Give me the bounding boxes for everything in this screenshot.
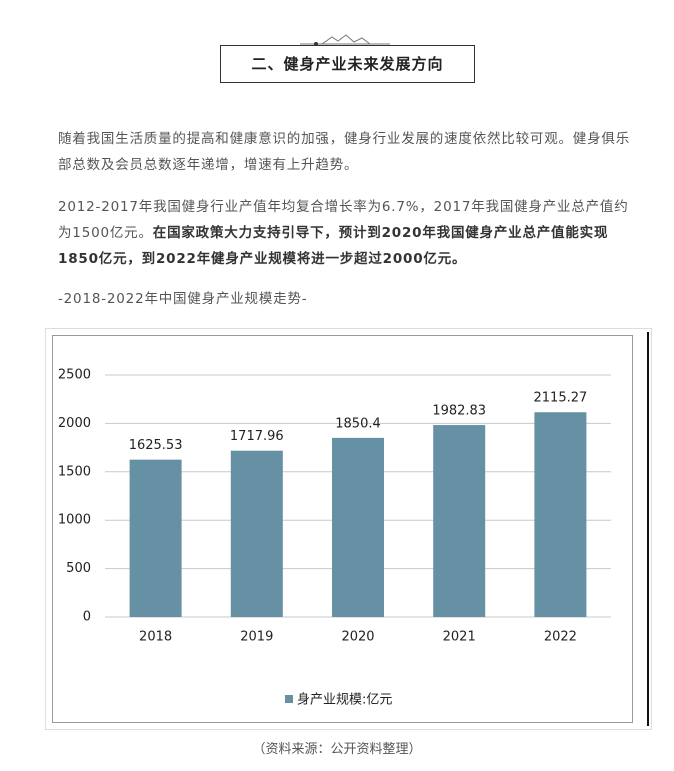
x-tick-label: 2020 [341, 630, 374, 645]
paragraph-text: 2012-2017年我国健身行业产值年均复合增长率为6.7%，2017年我国健身… [58, 199, 629, 241]
legend-label: 身产业规模:亿元 [297, 692, 392, 708]
data-label: 2115.27 [534, 391, 588, 406]
bar [230, 450, 283, 617]
x-tick-label: 2019 [240, 630, 273, 645]
x-tick-label: 2021 [443, 630, 476, 645]
data-label: 1717.96 [230, 429, 284, 444]
y-tick-label: 0 [83, 610, 91, 625]
data-label: 1625.53 [129, 438, 183, 453]
data-label: 1850.4 [335, 416, 381, 431]
x-tick-label: 2018 [139, 630, 172, 645]
bar [332, 437, 384, 617]
x-tick-label: 2022 [544, 630, 577, 645]
bar [129, 459, 182, 617]
bar [534, 412, 587, 617]
data-label: 1982.83 [432, 404, 486, 419]
y-tick-label: 1500 [58, 464, 91, 479]
legend-swatch [285, 695, 293, 703]
paragraph-bold: 在国家政策大力支持引导下，预计到2020年我国健身产业总产值能实现1850亿元，… [58, 225, 609, 267]
paragraph: 随着我国生活质量的提高和健康意识的加强，健身行业发展的速度依然比较可观。健身俱乐… [58, 131, 630, 173]
section-title: 二、健身产业未来发展方向 [220, 45, 475, 83]
paragraph: 2012-2017年我国健身行业产值年均复合增长率为6.7%，2017年我国健身… [58, 194, 642, 272]
chart: 0 500 1000 1500 2000 2500 1625.53 1717.96 1850.4… [45, 328, 652, 730]
y-tick-label: 500 [66, 561, 91, 576]
caption: （资料来源：公开资料整理） [252, 742, 422, 757]
y-tick-label: 2500 [58, 368, 91, 383]
figure-title: -2018-2022年中国健身产业规模走势- [58, 291, 308, 307]
y-tick-label: 1000 [58, 513, 91, 528]
y-tick-label: 2000 [58, 416, 91, 431]
bar [433, 425, 486, 617]
